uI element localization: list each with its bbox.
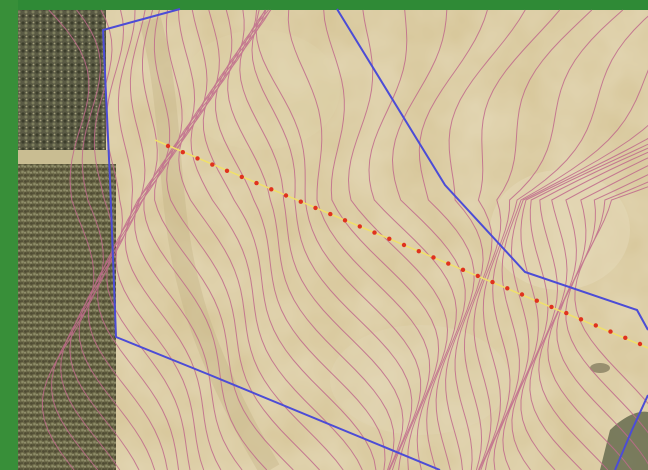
sample-point[interactable] [534, 298, 539, 303]
aerial-imagery [18, 10, 648, 470]
sample-point[interactable] [475, 273, 480, 279]
sample-point[interactable] [283, 193, 289, 198]
sample-point[interactable] [564, 310, 569, 316]
contour-line [287, 9, 431, 470]
sample-point[interactable] [623, 335, 628, 340]
contour-line [556, 174, 648, 465]
boundary-west-segment[interactable] [101, 8, 441, 470]
contour-line [143, 9, 268, 470]
contour-line [347, 9, 449, 470]
sample-point[interactable] [446, 261, 451, 266]
forest-patch-north [18, 10, 106, 160]
sample-point[interactable] [254, 180, 259, 186]
sample-point[interactable] [387, 236, 392, 241]
sample-point[interactable] [549, 304, 554, 310]
contour-line [480, 15, 648, 470]
sample-point[interactable] [313, 205, 318, 211]
sample-point[interactable] [210, 162, 215, 167]
contour-line [78, 9, 156, 470]
contour-line [473, 9, 593, 470]
contour-line [463, 9, 561, 470]
contour-line [87, 9, 168, 470]
contour-line [215, 9, 386, 470]
contour-line [124, 9, 222, 470]
contour-line [520, 147, 648, 470]
sample-point[interactable] [460, 267, 466, 272]
forest-patch-south [18, 164, 116, 470]
sample-point[interactable] [165, 143, 171, 149]
contour-line [484, 69, 648, 470]
contour-line [391, 9, 466, 470]
sample-point[interactable] [195, 156, 200, 161]
contour-line [547, 165, 648, 470]
boundary-southeast-segment[interactable] [614, 394, 648, 470]
contour-line [239, 9, 404, 470]
sample-point[interactable] [431, 255, 436, 260]
sample-point[interactable] [578, 317, 584, 322]
contour-line [251, 9, 413, 470]
contour-line [418, 9, 488, 470]
boundary-east-segment[interactable] [336, 8, 648, 331]
contour-line [227, 9, 395, 470]
sample-point[interactable] [416, 249, 421, 254]
contour-line [255, 9, 422, 470]
contour-line [511, 143, 648, 470]
contour-line [538, 157, 648, 470]
sample-point[interactable] [298, 199, 303, 204]
contour-line [323, 9, 440, 470]
sample-point[interactable] [224, 168, 230, 173]
sample-point[interactable] [372, 230, 377, 235]
contour-line [41, 9, 95, 470]
contour-line [106, 9, 191, 470]
sample-point[interactable] [239, 174, 244, 180]
sample-point[interactable] [608, 329, 613, 334]
sample-points[interactable] [165, 143, 643, 347]
clearing-strip [18, 150, 110, 164]
contour-line [574, 186, 648, 405]
sample-point[interactable] [328, 211, 333, 217]
contour-line [51, 9, 104, 470]
contour-line [133, 9, 243, 470]
contour-line [115, 9, 205, 470]
contour-line [368, 9, 457, 470]
contour-line [69, 9, 140, 470]
sample-point[interactable] [342, 218, 348, 223]
sample-point[interactable] [401, 242, 407, 248]
elevation-contour-lines [41, 9, 648, 470]
sample-point[interactable] [637, 341, 643, 347]
contour-line [178, 9, 344, 470]
sample-point[interactable] [180, 150, 185, 155]
sample-point[interactable] [593, 323, 598, 328]
sample-point[interactable] [269, 187, 274, 192]
sample-point[interactable] [519, 292, 525, 297]
sample-point[interactable] [357, 224, 362, 229]
contour-line [448, 9, 526, 470]
contour-line [478, 9, 624, 470]
contour-line [502, 137, 648, 470]
contour-line [202, 9, 377, 470]
sample-point[interactable] [505, 286, 510, 291]
sample-point[interactable] [490, 279, 495, 285]
contour-line [529, 151, 648, 470]
field-boundary-polygon[interactable] [101, 8, 648, 470]
